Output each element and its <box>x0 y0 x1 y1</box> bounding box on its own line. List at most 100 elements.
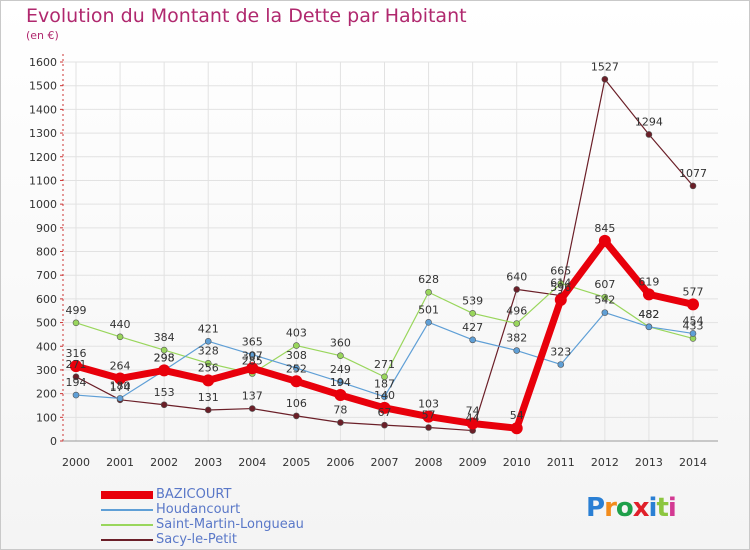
data-label: 57 <box>422 408 436 421</box>
data-label: 194 <box>66 376 87 389</box>
data-label: 607 <box>594 278 615 291</box>
y-tick-label: 400 <box>36 340 57 353</box>
data-point <box>381 421 388 429</box>
data-point <box>469 336 476 344</box>
data-label: 403 <box>286 327 307 340</box>
data-label: 628 <box>418 273 439 286</box>
data-point <box>601 75 609 83</box>
data-label: 323 <box>550 345 571 358</box>
data-point <box>158 364 171 377</box>
data-label: 252 <box>286 362 307 375</box>
data-label: 106 <box>286 397 307 410</box>
data-point <box>204 360 212 367</box>
data-point <box>293 364 300 372</box>
data-label: 187 <box>374 378 395 391</box>
x-tick-label: 2001 <box>106 456 134 469</box>
data-label: 103 <box>418 398 439 411</box>
data-label: 298 <box>154 351 175 364</box>
legend-swatch <box>101 539 153 541</box>
y-tick-label: 1100 <box>29 174 57 187</box>
data-label: 640 <box>506 270 527 283</box>
chart-title: Evolution du Montant de la Dette par Hab… <box>26 5 467 27</box>
data-point <box>425 288 432 296</box>
x-tick-label: 2003 <box>194 456 222 469</box>
data-label: 307 <box>242 349 263 362</box>
data-point <box>381 393 388 401</box>
data-point <box>293 412 300 420</box>
y-tick-label: 1600 <box>29 56 57 69</box>
y-tick-label: 1500 <box>29 80 57 93</box>
data-point <box>116 395 124 402</box>
data-label: 539 <box>462 294 483 307</box>
data-point <box>160 346 168 354</box>
x-tick-label: 2004 <box>238 456 266 469</box>
x-tick-label: 2010 <box>503 456 531 469</box>
data-label: 271 <box>66 358 87 371</box>
legend-label: Sacy-le-Petit <box>156 532 238 547</box>
data-label: 482 <box>638 308 659 321</box>
x-tick-label: 2002 <box>150 456 178 469</box>
y-tick-label: 1200 <box>29 151 57 164</box>
data-point <box>202 374 215 387</box>
data-label: 421 <box>198 322 219 335</box>
data-point <box>114 372 127 385</box>
data-point <box>598 234 611 247</box>
y-tick-label: 1000 <box>29 198 57 211</box>
x-tick-label: 2012 <box>591 456 619 469</box>
data-label: 256 <box>198 361 219 374</box>
y-tick-label: 600 <box>36 293 57 306</box>
data-point <box>290 375 303 388</box>
data-label: 501 <box>418 303 439 316</box>
data-label: 382 <box>506 332 527 345</box>
y-tick-label: 500 <box>36 317 57 330</box>
data-point <box>601 309 609 316</box>
x-tick-label: 2007 <box>371 456 399 469</box>
data-point <box>642 288 655 301</box>
data-label: 328 <box>198 344 219 357</box>
data-point <box>72 391 80 399</box>
data-label: 131 <box>198 391 219 404</box>
data-point <box>513 286 521 293</box>
data-point <box>645 131 653 138</box>
data-label: 308 <box>286 349 307 362</box>
data-label: 285 <box>242 354 263 367</box>
data-label: 140 <box>374 389 395 402</box>
data-label: 360 <box>330 337 351 350</box>
data-label: 298 <box>154 351 175 364</box>
data-point <box>116 333 124 341</box>
data-point <box>689 182 697 190</box>
legend-swatch <box>101 491 153 499</box>
data-label: 67 <box>378 406 392 419</box>
y-tick-label: 1300 <box>29 127 57 140</box>
data-point <box>510 422 523 435</box>
data-point <box>160 401 168 409</box>
data-point <box>204 406 212 414</box>
data-label: 194 <box>330 376 351 389</box>
data-label: 264 <box>110 359 131 372</box>
data-label: 482 <box>638 308 659 321</box>
data-label: 614 <box>550 277 571 290</box>
data-label: 74 <box>466 404 480 417</box>
data-label: 384 <box>154 331 175 344</box>
data-point <box>337 419 344 426</box>
data-label: 137 <box>242 390 263 403</box>
x-tick-label: 2008 <box>415 456 443 469</box>
x-tick-label: 2013 <box>635 456 663 469</box>
legend-label: Saint-Martin-Longueau <box>156 517 304 532</box>
legend-swatch <box>101 509 153 511</box>
data-point <box>248 351 256 358</box>
x-tick-label: 2014 <box>679 456 707 469</box>
data-label: 174 <box>110 381 131 394</box>
chart-subtitle: (en €) <box>26 29 59 42</box>
data-label: 427 <box>462 321 483 334</box>
data-point <box>337 378 344 386</box>
data-point <box>72 373 80 381</box>
data-label: 1294 <box>635 115 663 128</box>
x-tick-label: 2006 <box>326 456 354 469</box>
data-label: 496 <box>506 305 527 318</box>
data-label: 54 <box>510 409 524 422</box>
data-label: 44 <box>466 412 480 425</box>
data-label: 316 <box>66 347 87 360</box>
x-tick-label: 2005 <box>282 456 310 469</box>
data-label: 440 <box>110 318 131 331</box>
